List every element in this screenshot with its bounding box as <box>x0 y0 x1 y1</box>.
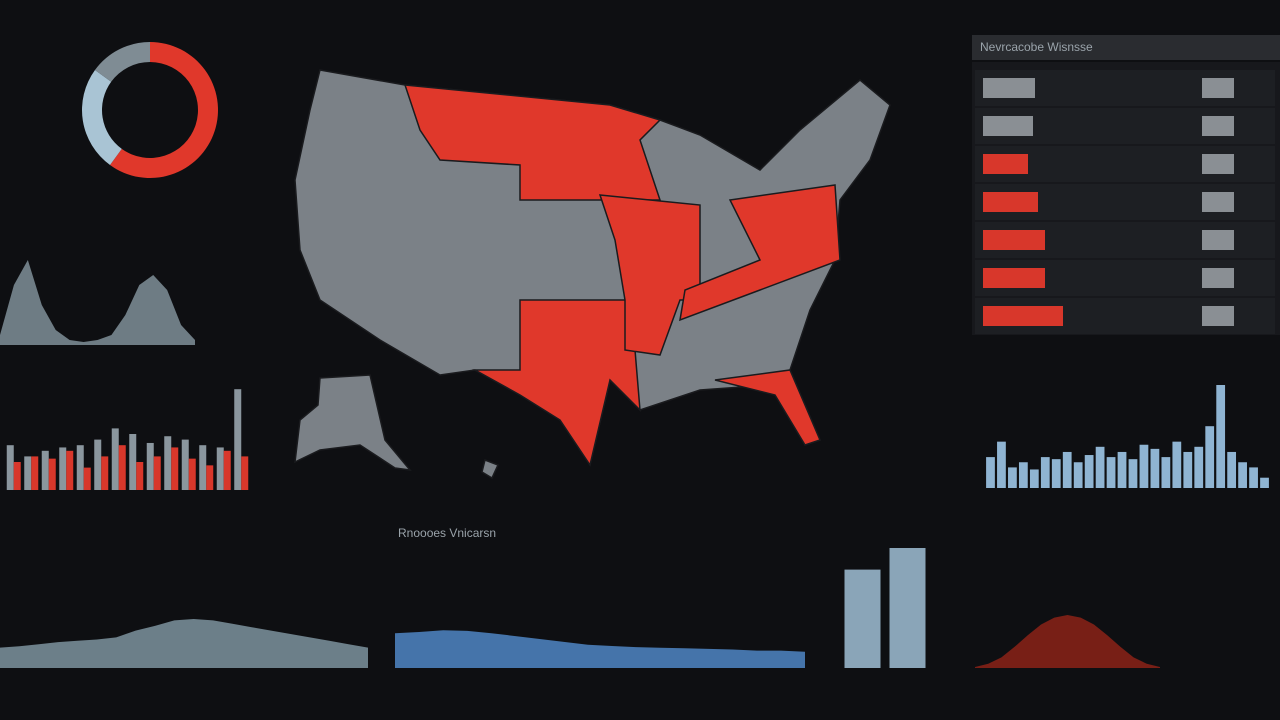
us-map <box>294 69 891 480</box>
map-alaska <box>294 374 412 471</box>
row-box <box>1202 192 1234 212</box>
row-box <box>1202 306 1234 326</box>
bar <box>1073 462 1083 488</box>
row-box <box>1202 268 1234 288</box>
bar <box>83 467 91 490</box>
bar <box>66 450 74 490</box>
row-box <box>1202 230 1234 250</box>
bar <box>13 462 21 490</box>
area <box>0 260 195 345</box>
bar <box>844 569 881 668</box>
bar <box>1194 446 1204 488</box>
map-hawaii <box>481 458 500 480</box>
bar <box>1172 441 1182 488</box>
bar <box>1139 444 1149 488</box>
bar <box>188 458 196 490</box>
bar <box>146 442 154 490</box>
bar <box>48 458 56 490</box>
bar <box>1062 451 1072 488</box>
bar <box>889 548 926 668</box>
bar <box>1040 457 1050 488</box>
bar <box>1029 469 1039 488</box>
bar <box>136 462 144 490</box>
area <box>0 619 368 668</box>
map-region-red <box>598 194 701 356</box>
bar <box>181 439 189 490</box>
bar <box>1150 448 1160 488</box>
bar <box>206 465 214 490</box>
bar <box>1051 459 1061 488</box>
bar <box>1095 446 1105 488</box>
bar <box>223 450 231 490</box>
bar <box>1227 451 1237 488</box>
donut-slice <box>82 70 122 166</box>
bar <box>129 434 137 490</box>
bar <box>1084 455 1094 488</box>
bar <box>1018 462 1028 488</box>
bar <box>59 447 67 490</box>
map-region-red <box>679 184 841 322</box>
bar <box>234 389 242 490</box>
map-region-red <box>714 369 822 446</box>
bar <box>983 306 1063 326</box>
bar <box>6 445 14 490</box>
bar <box>1008 467 1017 488</box>
bar <box>1161 457 1171 488</box>
bar <box>983 154 1028 174</box>
bar <box>983 78 1035 98</box>
bar <box>153 456 161 490</box>
row-box <box>1202 78 1234 98</box>
bar <box>1128 459 1138 488</box>
bar <box>76 445 84 490</box>
panel-header <box>972 35 1280 60</box>
row-box <box>1202 154 1234 174</box>
bar <box>1249 467 1258 488</box>
bar <box>1183 451 1193 488</box>
bar <box>1260 477 1269 488</box>
bar <box>171 447 179 490</box>
bar <box>1117 451 1127 488</box>
bar <box>1205 426 1215 488</box>
bar <box>983 192 1038 212</box>
bar <box>111 428 119 490</box>
area <box>395 630 805 668</box>
bar <box>1216 385 1226 488</box>
bar <box>101 456 109 490</box>
map-region-red <box>403 84 662 201</box>
bar <box>983 116 1033 136</box>
donut-slice <box>110 42 218 178</box>
donut-slice <box>94 42 150 82</box>
panel-title: Nevrcacobe Wisnsse <box>980 40 1093 54</box>
bar <box>41 450 49 490</box>
bar <box>164 436 172 490</box>
bar <box>983 268 1045 288</box>
bar <box>216 447 224 490</box>
bar <box>986 457 995 488</box>
bar <box>997 441 1006 488</box>
bar <box>241 456 249 490</box>
bar <box>199 445 207 490</box>
bar <box>94 439 102 490</box>
bar <box>983 230 1045 250</box>
bar <box>24 456 32 490</box>
row-box <box>1202 116 1234 136</box>
bar <box>1238 462 1247 488</box>
chart-title: Rnoooes Vnicarsn <box>398 526 496 540</box>
bar <box>31 456 39 490</box>
bar <box>1106 457 1116 488</box>
area <box>975 615 1160 668</box>
bar <box>118 445 126 490</box>
